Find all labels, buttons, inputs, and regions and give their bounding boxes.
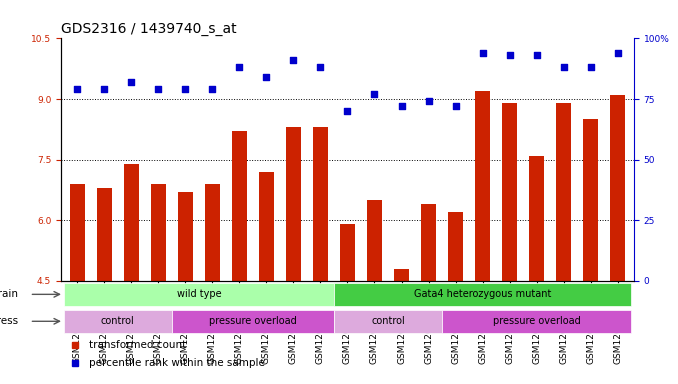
Bar xyxy=(205,184,220,281)
Point xyxy=(207,86,218,93)
Text: stress: stress xyxy=(0,316,18,326)
Text: Gata4 heterozygous mutant: Gata4 heterozygous mutant xyxy=(414,290,551,300)
Bar xyxy=(367,200,382,281)
Text: GSM126906: GSM126906 xyxy=(262,309,271,364)
Point xyxy=(126,79,137,85)
Point xyxy=(369,91,380,97)
Point xyxy=(234,65,245,71)
Text: GSM126910: GSM126910 xyxy=(370,309,379,364)
Bar xyxy=(259,172,274,281)
Point xyxy=(585,65,596,71)
Bar xyxy=(475,91,490,281)
Point xyxy=(72,86,83,93)
Text: GSM126917: GSM126917 xyxy=(559,309,568,364)
Text: GDS2316 / 1439740_s_at: GDS2316 / 1439740_s_at xyxy=(61,22,237,36)
Text: control: control xyxy=(371,316,405,326)
Bar xyxy=(334,283,631,306)
Bar xyxy=(442,310,631,333)
Text: control: control xyxy=(101,316,135,326)
Text: pressure overload: pressure overload xyxy=(209,316,297,326)
Text: GSM126903: GSM126903 xyxy=(181,309,190,364)
Text: pressure overload: pressure overload xyxy=(493,316,580,326)
Point xyxy=(423,98,434,104)
Bar xyxy=(313,127,328,281)
Bar xyxy=(151,184,165,281)
Point xyxy=(504,52,515,58)
Bar xyxy=(172,310,334,333)
Text: GSM126918: GSM126918 xyxy=(586,309,595,364)
Point xyxy=(315,65,326,71)
Text: GSM126898: GSM126898 xyxy=(100,309,108,364)
Point xyxy=(153,86,163,93)
Bar xyxy=(583,119,598,281)
Text: GSM126907: GSM126907 xyxy=(289,309,298,364)
Text: GSM126914: GSM126914 xyxy=(478,309,487,364)
Text: GSM126901: GSM126901 xyxy=(127,309,136,364)
Text: GSM126905: GSM126905 xyxy=(235,309,244,364)
Bar xyxy=(178,192,193,281)
Bar xyxy=(97,188,112,281)
Text: GSM126913: GSM126913 xyxy=(451,309,460,364)
Point xyxy=(288,57,299,63)
Point xyxy=(612,50,623,56)
Bar xyxy=(340,224,355,281)
Point xyxy=(532,52,542,58)
Bar xyxy=(394,269,409,281)
Bar xyxy=(448,212,463,281)
Bar xyxy=(421,204,436,281)
Text: GSM126915: GSM126915 xyxy=(505,309,514,364)
Bar xyxy=(556,103,571,281)
Bar xyxy=(610,95,625,281)
Text: wild type: wild type xyxy=(176,290,221,300)
Bar xyxy=(334,310,442,333)
Text: GSM126908: GSM126908 xyxy=(316,309,325,364)
Text: strain: strain xyxy=(0,290,18,300)
Point xyxy=(477,50,488,56)
Text: GSM126909: GSM126909 xyxy=(343,309,352,364)
Bar xyxy=(70,184,85,281)
Point xyxy=(342,108,353,114)
Text: GSM126919: GSM126919 xyxy=(613,309,622,364)
Point xyxy=(396,103,407,109)
Text: GSM126902: GSM126902 xyxy=(154,309,163,364)
Point xyxy=(450,103,461,109)
Text: GSM126916: GSM126916 xyxy=(532,309,541,364)
Bar xyxy=(64,283,334,306)
Point xyxy=(261,74,272,80)
Bar xyxy=(502,103,517,281)
Point xyxy=(99,86,110,93)
Text: GSM126904: GSM126904 xyxy=(208,309,217,364)
Text: percentile rank within the sample: percentile rank within the sample xyxy=(89,358,264,368)
Bar xyxy=(286,127,301,281)
Text: GSM126911: GSM126911 xyxy=(397,309,406,364)
Bar xyxy=(64,310,172,333)
Bar xyxy=(232,131,247,281)
Text: GSM126895: GSM126895 xyxy=(73,309,82,364)
Text: GSM126912: GSM126912 xyxy=(424,309,433,364)
Bar xyxy=(124,164,139,281)
Point xyxy=(180,86,191,93)
Point xyxy=(558,65,569,71)
Text: transformed count: transformed count xyxy=(89,340,186,350)
Bar xyxy=(530,156,544,281)
